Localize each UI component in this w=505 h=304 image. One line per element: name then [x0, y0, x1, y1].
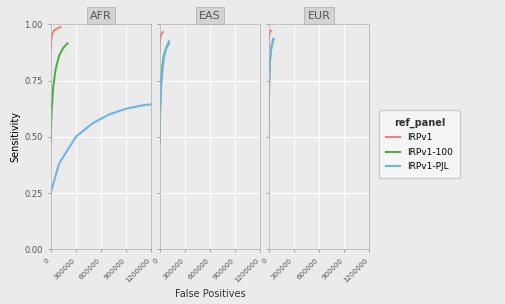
X-axis label: False Positives: False Positives	[174, 289, 245, 299]
Y-axis label: Sensitivity: Sensitivity	[10, 111, 20, 162]
Legend: IRPv1, IRPv1-100, IRPv1-PJL: IRPv1, IRPv1-100, IRPv1-PJL	[378, 110, 459, 178]
Title: EUR: EUR	[307, 11, 330, 21]
Title: AFR: AFR	[90, 11, 112, 21]
Title: EAS: EAS	[199, 11, 220, 21]
